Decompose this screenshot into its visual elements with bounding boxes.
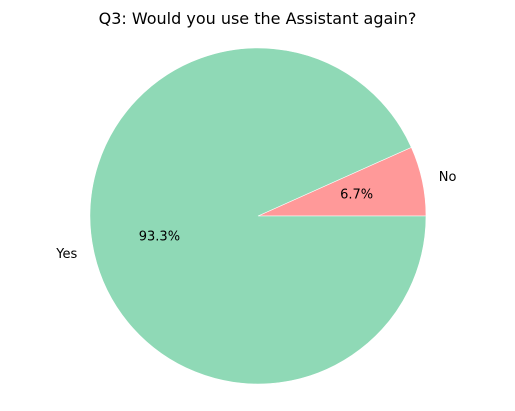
pie-pct-label-yes: 93.3%	[139, 230, 180, 245]
pie-pct-label-no: 6.7%	[340, 187, 373, 202]
pie-category-label-yes: Yes	[55, 247, 77, 262]
chart-title: Q3: Would you use the Assistant again?	[99, 9, 417, 28]
pie-slice-yes	[89, 47, 427, 385]
pie-slices	[89, 47, 427, 385]
pie-labels: 6.7% No 93.3% Yes	[55, 170, 456, 262]
pie-category-label-no: No	[439, 170, 457, 185]
